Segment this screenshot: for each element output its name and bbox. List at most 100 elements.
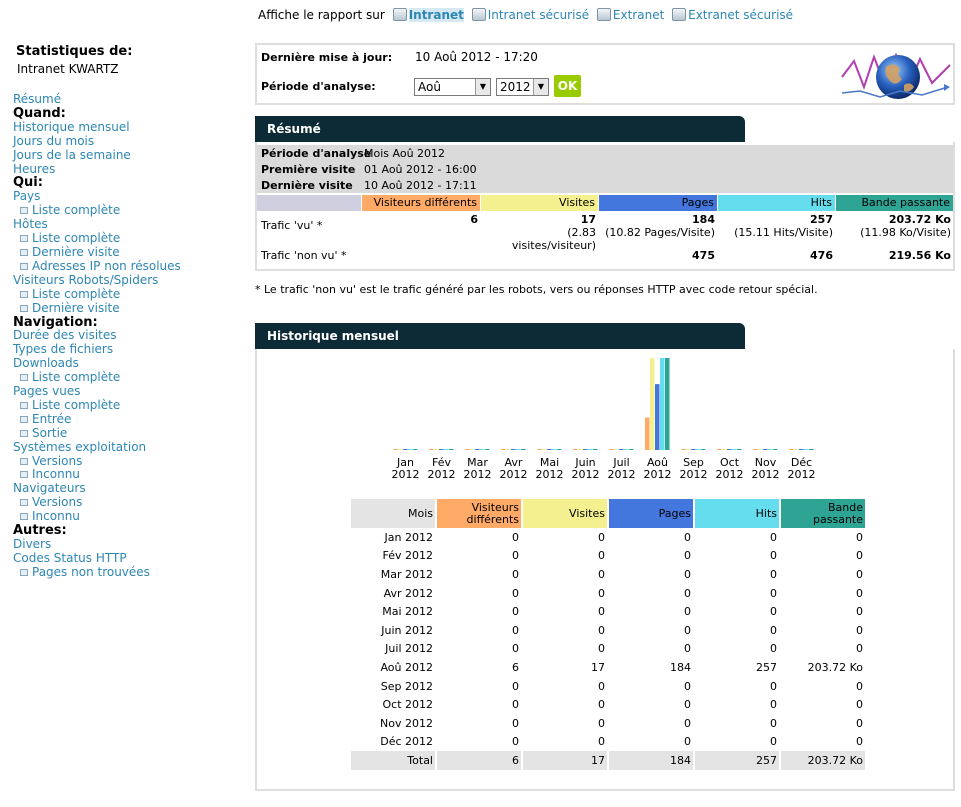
row-value: 0 [684, 549, 691, 563]
table-row: Mai 2012 0 0 0 0 0 [351, 602, 865, 621]
sidebar-item[interactable]: Heures [13, 162, 253, 177]
monthly-history-chart: Jan2012Fév2012Mar2012Avr2012Mai2012Juin2… [392, 358, 816, 481]
total-value: 203.72 Ko [781, 751, 865, 770]
unseen-pages: 475 [692, 249, 715, 262]
row-value: 0 [598, 735, 605, 749]
bar-11-5 [773, 449, 778, 450]
bar-5-2 [542, 449, 547, 450]
bar-8-4 [660, 358, 665, 450]
row-value: 0 [770, 735, 777, 749]
sidebar-item[interactable]: Visiteurs Robots/Spiders [13, 272, 253, 288]
sidebar-item-label: Qui: [13, 175, 43, 191]
sidebar-item[interactable]: Navigateurs [13, 481, 253, 496]
header-pages: Pages [599, 195, 717, 211]
sidebar-item[interactable]: Entrée [13, 411, 253, 427]
sidebar-item[interactable]: Jours de la semaine [13, 147, 253, 163]
sidebar-item[interactable]: Versions [13, 495, 253, 510]
total-value: 17 [523, 751, 607, 770]
bar-10-4 [732, 449, 737, 450]
sidebar-item[interactable]: Liste complète [13, 203, 253, 218]
bar-10-5 [737, 449, 742, 450]
sidebar-item[interactable]: Adresses IP non résolues [13, 259, 253, 274]
row-value: 0 [856, 716, 863, 730]
sidebar-item[interactable]: Résumé [13, 92, 253, 107]
seen-pages-ratio: (10.82 Pages/Visite) [605, 226, 715, 239]
report-link-intranet-secure[interactable]: Intranet sécurisé [487, 8, 590, 22]
bar-7-5 [629, 449, 634, 450]
ok-button[interactable]: OK [554, 75, 581, 97]
bar-5-3 [547, 449, 552, 450]
sidebar-item[interactable]: Liste complète [13, 370, 253, 385]
bar-2-3 [439, 449, 444, 450]
sidebar-item[interactable]: Liste complète [13, 398, 253, 413]
sidebar-item-label: Jours du mois [13, 133, 95, 148]
bar-2-2 [434, 449, 439, 450]
row-value: 0 [684, 586, 691, 600]
sidebar-item-label: Entrée [32, 411, 72, 426]
sidebar-item[interactable]: Divers [13, 537, 253, 552]
row-value: 17 [591, 660, 605, 674]
x-tick-month: Mar [467, 456, 488, 469]
sidebar-item[interactable]: Dernière visite [13, 301, 253, 316]
x-tick-month: Juin [574, 456, 595, 469]
x-tick-year: 2012 [680, 468, 708, 481]
sidebar-item[interactable]: Types de fichiers [13, 342, 253, 357]
bar-1-1 [393, 449, 398, 450]
sidebar-item[interactable]: Historique mensuel [13, 120, 253, 135]
col-bandwidth: Bande passante [781, 499, 865, 528]
report-link-intranet[interactable]: Intranet [408, 8, 464, 22]
sidebar-item[interactable]: Systèmes exploitation [13, 440, 253, 455]
sidebar-item[interactable]: Versions [13, 454, 253, 469]
row-value: 0 [770, 623, 777, 637]
header-visits: Visites [481, 195, 598, 211]
sidebar-item[interactable]: Liste complète [13, 287, 253, 302]
row-value: 0 [512, 586, 519, 600]
col-visitors: Visiteurs différents [437, 499, 521, 528]
row-month: Mai 2012 [382, 605, 433, 619]
sub-item-bullet-icon [20, 290, 28, 298]
col-pages: Pages [609, 499, 693, 528]
year-select[interactable]: 2012 ▼ [496, 78, 549, 96]
sidebar-item-label: Navigation: [13, 314, 98, 330]
row-value: 0 [598, 698, 605, 712]
sidebar-title: Statistiques de: [16, 44, 133, 59]
row-value: 0 [770, 679, 777, 693]
bar-6-3 [583, 449, 588, 450]
row-value: 0 [598, 716, 605, 730]
year-select-value: 2012 [500, 80, 531, 94]
sidebar-item[interactable]: Hôtes [13, 217, 253, 232]
sidebar-item-label: Visiteurs Robots/Spiders [13, 272, 159, 287]
traffic-footnote: * Le trafic 'non vu' est le trafic génér… [255, 283, 818, 296]
total-label: Total [351, 751, 435, 770]
sidebar-item-label: Jours de la semaine [13, 147, 131, 162]
report-link-extranet-secure[interactable]: Extranet sécurisé [688, 8, 794, 22]
month-select[interactable]: Aoû ▼ [414, 78, 491, 96]
sidebar-item[interactable]: Inconnu [13, 468, 253, 482]
report-selector-bar: Affiche le rapport sur Intranet Intranet… [258, 8, 793, 22]
table-row: Aoû 2012 6 17 184 257 203.72 Ko [351, 658, 865, 677]
sidebar-item[interactable]: Sortie [13, 426, 253, 441]
sidebar-item[interactable]: Durée des visites [13, 328, 253, 343]
sidebar-item[interactable]: Liste complète [13, 231, 253, 246]
sidebar-item[interactable]: Downloads [13, 356, 253, 371]
row-value: 0 [598, 549, 605, 563]
sidebar-item-label: Dernière visite [32, 244, 120, 259]
sidebar-item[interactable]: Pages vues [13, 384, 253, 399]
monthly-history-table: Mois Visiteurs différents Visites Pages … [349, 499, 867, 770]
x-tick-year: 2012 [392, 468, 420, 481]
row-value: 0 [512, 642, 519, 656]
table-row: Avr 2012 0 0 0 0 0 [351, 584, 865, 603]
row-value: 0 [684, 735, 691, 749]
sidebar-item[interactable]: Inconnu [13, 509, 253, 524]
row-value: 0 [770, 698, 777, 712]
sidebar-item[interactable]: Jours du mois [13, 133, 253, 149]
sub-item-bullet-icon [20, 207, 28, 215]
report-link-extranet[interactable]: Extranet [612, 8, 665, 22]
bar-9-2 [686, 449, 691, 450]
sidebar-item[interactable]: Codes Status HTTP [13, 551, 253, 566]
sidebar-item[interactable]: Pages non trouvées [13, 565, 253, 580]
sidebar-section-heading: Autres: [13, 524, 253, 538]
sidebar-item[interactable]: Pays [13, 189, 253, 204]
sidebar-item[interactable]: Dernière visite [13, 244, 253, 260]
table-row: Fév 2012 0 0 0 0 0 [351, 547, 865, 566]
